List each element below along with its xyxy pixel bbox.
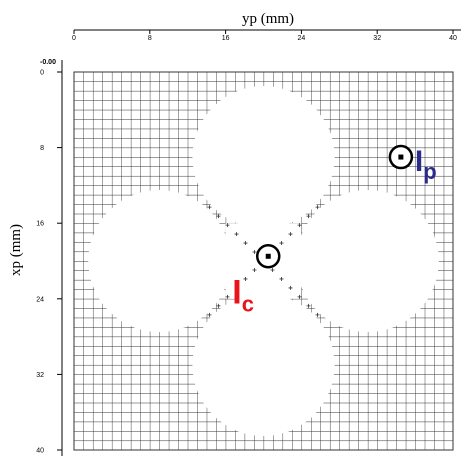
mesh-crossing: [297, 223, 302, 228]
mesh-crossing: [315, 312, 320, 317]
diagonal-mesh-dots: [207, 205, 320, 317]
point-c-marker: [255, 244, 281, 269]
mesh-crossing: [234, 285, 239, 290]
mesh-crossing: [279, 241, 284, 246]
x-tick-label: 24: [298, 35, 306, 42]
y-tick-label: 0: [40, 70, 44, 77]
point-c-dot: [265, 253, 271, 259]
mesh-crossing: [306, 303, 311, 308]
mesh-crossing: [243, 276, 248, 281]
y-tick-label: 16: [36, 221, 44, 228]
mesh-crossing: [207, 205, 212, 210]
y-tick-label: 40: [36, 448, 44, 455]
mesh-crossing: [297, 294, 302, 299]
mesh-crossing: [288, 285, 293, 290]
x-tick-label: 16: [222, 35, 230, 42]
point-p-marker: [388, 144, 414, 170]
mesh-crossing: [279, 276, 284, 281]
x-axis-title: yp (mm): [242, 11, 294, 27]
x-tick-label: 8: [148, 35, 152, 42]
left-axis: 0 8 16 24 32 40 xp (mm) -0.00: [8, 59, 63, 456]
label-i-c-subscript: c: [242, 291, 254, 316]
y-axis-title: xp (mm): [8, 224, 24, 276]
mesh-crossing: [234, 232, 239, 237]
mesh-border: [73, 71, 454, 451]
mesh-crossing: [216, 214, 221, 219]
mesh-crossing: [216, 303, 221, 308]
mesh-crossing: [315, 205, 320, 210]
mesh-crossing: [243, 241, 248, 246]
mesh-crossing: [207, 312, 212, 317]
mesh-crossing: [306, 214, 311, 219]
label-i-p-symbol: I: [415, 145, 423, 178]
origin-label: -0.00: [40, 59, 56, 66]
y-tick-label: 24: [36, 296, 44, 303]
label-i-c: Ic: [232, 273, 254, 316]
mesh-crossing: [225, 223, 230, 228]
label-i-p-subscript: p: [423, 159, 436, 184]
top-axis: 0 8 16 24 32 40 yp (mm): [72, 11, 461, 42]
label-i-c-symbol: I: [232, 273, 241, 311]
mesh-crossing: [270, 267, 275, 272]
mesh-crossing: [288, 232, 293, 237]
y-tick-label: 32: [36, 372, 44, 379]
x-tick-label: 40: [449, 35, 457, 42]
x-tick-label: 0: [72, 35, 76, 42]
mesh-crossing: [252, 267, 257, 272]
x-tick-label: 32: [373, 35, 381, 42]
mesh-crossing: [252, 250, 257, 255]
label-i-p: Ip: [415, 145, 437, 184]
y-tick-label: 8: [40, 145, 44, 152]
mesh-crossing: [225, 294, 230, 299]
point-p-dot: [398, 154, 404, 160]
